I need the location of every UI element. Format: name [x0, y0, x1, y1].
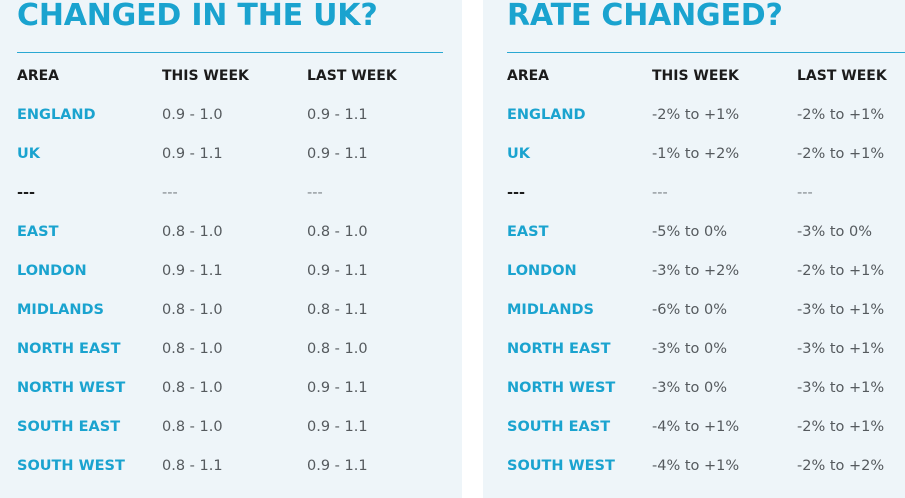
last-week-value: 0.8 - 1.1: [307, 302, 368, 318]
growth-rate-table: AREA THIS WEEK LAST WEEK ENGLAND -2% to …: [507, 57, 905, 486]
table-header-row: AREA THIS WEEK LAST WEEK: [17, 57, 462, 96]
table-row: UK 0.9 - 1.1 0.9 - 1.1: [17, 135, 462, 174]
this-week-value: 0.8 - 1.0: [162, 224, 223, 240]
last-week-value: -3% to +1%: [797, 302, 885, 318]
table-row: LONDON -3% to +2% -2% to +1%: [507, 252, 905, 291]
area-name: MIDLANDS: [507, 302, 594, 318]
this-week-value: 0.9 - 1.1: [162, 263, 223, 279]
area-name: LONDON: [17, 263, 87, 279]
area-name: SOUTH WEST: [507, 458, 615, 474]
last-week-value: -2% to +1%: [797, 146, 885, 162]
last-week-value: 0.9 - 1.1: [307, 146, 368, 162]
last-week-value: 0.9 - 1.1: [307, 107, 368, 123]
last-week-value: -3% to +1%: [797, 380, 885, 396]
this-week-value: -3% to +2%: [652, 263, 740, 279]
panel-title: RATE CHANGED?: [507, 0, 783, 33]
table-row: ENGLAND -2% to +1% -2% to +1%: [507, 96, 905, 135]
last-week-value: 0.9 - 1.1: [307, 419, 368, 435]
growth-rate-panel: RATE CHANGED? AREA THIS WEEK LAST WEEK E…: [483, 0, 905, 498]
last-week-value: -2% to +1%: [797, 107, 885, 123]
table-row: MIDLANDS 0.8 - 1.0 0.8 - 1.1: [17, 291, 462, 330]
table-row: UK -1% to +2% -2% to +1%: [507, 135, 905, 174]
area-name: EAST: [507, 224, 549, 240]
table-row: LONDON 0.9 - 1.1 0.9 - 1.1: [17, 252, 462, 291]
column-header-this-week: THIS WEEK: [162, 68, 249, 84]
table-header-row: AREA THIS WEEK LAST WEEK: [507, 57, 905, 96]
panel-title: CHANGED IN THE UK?: [17, 0, 378, 33]
title-divider: [507, 52, 905, 53]
area-name: SOUTH WEST: [17, 458, 125, 474]
table-row: NORTH WEST 0.8 - 1.0 0.9 - 1.1: [17, 369, 462, 408]
title-divider: [17, 52, 443, 53]
column-header-this-week: THIS WEEK: [652, 68, 739, 84]
this-week-value: 0.9 - 1.0: [162, 107, 223, 123]
area-name: UK: [507, 146, 531, 162]
table-row: ENGLAND 0.9 - 1.0 0.9 - 1.1: [17, 96, 462, 135]
table-row: SOUTH EAST 0.8 - 1.0 0.9 - 1.1: [17, 408, 462, 447]
this-week-value: -4% to +1%: [652, 419, 740, 435]
area-name: ENGLAND: [17, 107, 96, 123]
this-week-value: -3% to 0%: [652, 380, 728, 396]
last-week-value: -2% to +1%: [797, 263, 885, 279]
separator-row: --- --- ---: [17, 174, 462, 213]
table-row: SOUTH EAST -4% to +1% -2% to +1%: [507, 408, 905, 447]
area-name: NORTH WEST: [507, 380, 616, 396]
table-row: MIDLANDS -6% to 0% -3% to +1%: [507, 291, 905, 330]
area-name: NORTH EAST: [507, 341, 611, 357]
last-week-value: -3% to +1%: [797, 341, 885, 357]
separator-this-week: ---: [162, 185, 178, 201]
r-number-panel: CHANGED IN THE UK? AREA THIS WEEK LAST W…: [0, 0, 462, 498]
last-week-value: 0.8 - 1.0: [307, 224, 368, 240]
last-week-value: 0.9 - 1.1: [307, 263, 368, 279]
area-name: MIDLANDS: [17, 302, 104, 318]
area-name: LONDON: [507, 263, 577, 279]
area-name: NORTH EAST: [17, 341, 121, 357]
last-week-value: -2% to +2%: [797, 458, 885, 474]
this-week-value: -5% to 0%: [652, 224, 728, 240]
last-week-value: 0.8 - 1.0: [307, 341, 368, 357]
last-week-value: 0.9 - 1.1: [307, 458, 368, 474]
area-name: EAST: [17, 224, 59, 240]
this-week-value: -1% to +2%: [652, 146, 740, 162]
last-week-value: -2% to +1%: [797, 419, 885, 435]
column-header-area: AREA: [507, 68, 550, 84]
last-week-value: 0.9 - 1.1: [307, 380, 368, 396]
this-week-value: 0.8 - 1.1: [162, 458, 223, 474]
this-week-value: 0.8 - 1.0: [162, 419, 223, 435]
this-week-value: 0.9 - 1.1: [162, 146, 223, 162]
this-week-value: -3% to 0%: [652, 341, 728, 357]
column-header-last-week: LAST WEEK: [307, 68, 397, 84]
area-name: UK: [17, 146, 41, 162]
area-name: ENGLAND: [507, 107, 586, 123]
last-week-value: -3% to 0%: [797, 224, 873, 240]
area-name: NORTH WEST: [17, 380, 126, 396]
separator-last-week: ---: [307, 185, 323, 201]
this-week-value: -4% to +1%: [652, 458, 740, 474]
separator-row: --- --- ---: [507, 174, 905, 213]
table-row: NORTH WEST -3% to 0% -3% to +1%: [507, 369, 905, 408]
separator-last-week: ---: [797, 185, 813, 201]
separator-this-week: ---: [652, 185, 668, 201]
table-row: EAST 0.8 - 1.0 0.8 - 1.0: [17, 213, 462, 252]
this-week-value: -2% to +1%: [652, 107, 740, 123]
this-week-value: -6% to 0%: [652, 302, 728, 318]
table-row: EAST -5% to 0% -3% to 0%: [507, 213, 905, 252]
this-week-value: 0.8 - 1.0: [162, 341, 223, 357]
this-week-value: 0.8 - 1.0: [162, 302, 223, 318]
area-name: SOUTH EAST: [507, 419, 611, 435]
table-row: SOUTH WEST -4% to +1% -2% to +2%: [507, 447, 905, 486]
column-header-last-week: LAST WEEK: [797, 68, 887, 84]
separator-area: ---: [17, 185, 36, 201]
this-week-value: 0.8 - 1.0: [162, 380, 223, 396]
area-name: SOUTH EAST: [17, 419, 121, 435]
column-header-area: AREA: [17, 68, 60, 84]
r-number-table: AREA THIS WEEK LAST WEEK ENGLAND 0.9 - 1…: [17, 57, 462, 486]
table-row: NORTH EAST -3% to 0% -3% to +1%: [507, 330, 905, 369]
separator-area: ---: [507, 185, 526, 201]
table-row: NORTH EAST 0.8 - 1.0 0.8 - 1.0: [17, 330, 462, 369]
table-row: SOUTH WEST 0.8 - 1.1 0.9 - 1.1: [17, 447, 462, 486]
